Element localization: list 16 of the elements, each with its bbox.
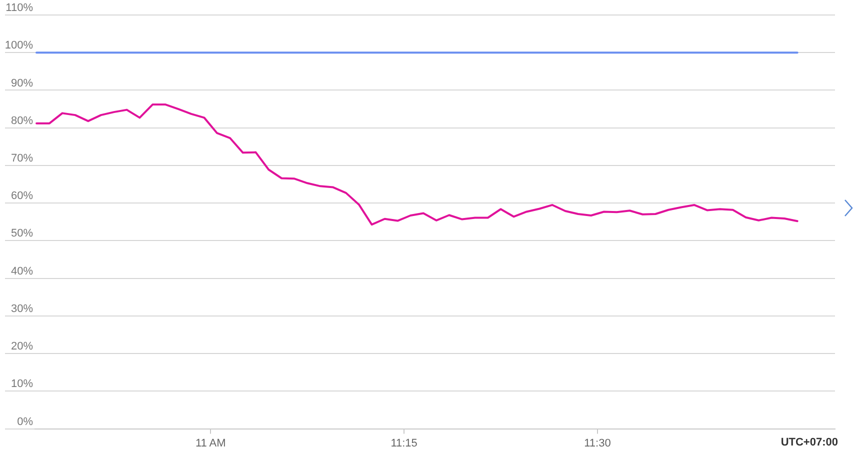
- y-tick-label: 70%: [10, 152, 34, 165]
- x-tick-label: 11 AM: [195, 437, 226, 450]
- y-tick-label: 30%: [10, 302, 34, 315]
- x-tick-label: 11:30: [584, 437, 611, 450]
- y-tick-label: 60%: [10, 190, 34, 202]
- y-tick-label: 100%: [4, 40, 34, 52]
- y-tick-label: 50%: [10, 228, 34, 240]
- y-tick-label: 0%: [17, 416, 34, 428]
- y-tick-label: 10%: [10, 378, 34, 390]
- x-tick-label: 11:15: [390, 437, 418, 450]
- y-tick-label: 90%: [10, 77, 34, 90]
- x-axis-title: UTC+07:00: [780, 436, 838, 448]
- y-tick-label: 80%: [10, 114, 34, 127]
- y-tick-label: 40%: [10, 265, 34, 278]
- y-tick-label: 20%: [10, 340, 34, 353]
- y-tick-label: 110%: [6, 2, 34, 14]
